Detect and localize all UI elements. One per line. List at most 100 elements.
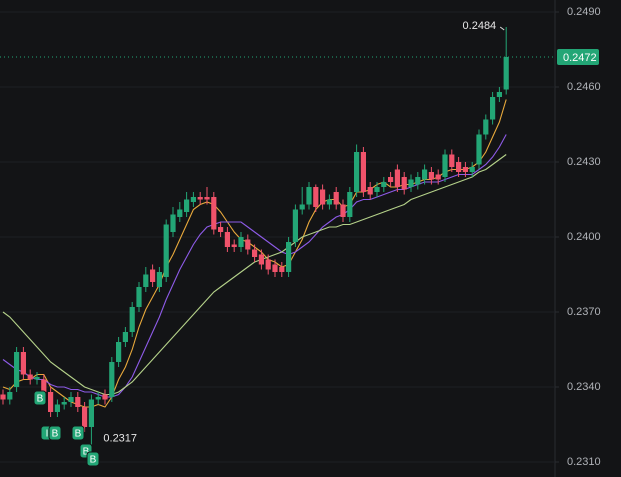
candle-body <box>394 169 400 187</box>
candle-body <box>20 352 26 375</box>
candle-body <box>483 119 489 135</box>
candle-body <box>258 254 264 265</box>
y-tick-label: 0.2400 <box>567 231 601 243</box>
trade-marker <box>33 390 47 406</box>
candle-body <box>170 214 176 232</box>
candle-body <box>34 377 40 380</box>
candle-body <box>48 392 54 412</box>
y-tick-label: 0.2430 <box>567 156 601 168</box>
candle-body <box>333 192 339 205</box>
candle-body <box>102 394 108 400</box>
y-tick-label: 0.2340 <box>567 381 601 393</box>
candle-body <box>7 392 13 400</box>
candle-body <box>272 264 278 272</box>
trade-marker-label: I <box>46 429 49 440</box>
candle-body <box>14 352 20 387</box>
candle-body <box>218 227 224 232</box>
candle-body <box>435 174 441 180</box>
candle-body <box>360 152 366 192</box>
candle-body <box>150 269 156 282</box>
trade-marker-label: B <box>75 429 82 440</box>
y-tick-label: 0.2310 <box>567 456 601 468</box>
candle-body <box>238 237 244 247</box>
candle-body <box>347 192 353 217</box>
min-label: 0.2317 <box>103 432 137 444</box>
y-tick-label: 0.2490 <box>567 6 601 18</box>
candle-body <box>252 249 258 257</box>
candle-body <box>408 179 414 187</box>
max-label: 0.2484 <box>463 20 497 32</box>
trade-marker <box>71 425 85 441</box>
moving-average-line <box>2 134 507 398</box>
candle-body <box>177 209 183 217</box>
candle-body <box>326 199 332 205</box>
candle-body <box>27 374 33 380</box>
candle-body <box>469 167 475 172</box>
trade-marker-label: B <box>83 447 90 458</box>
trade-marker <box>48 425 62 441</box>
candle-body <box>68 397 74 402</box>
candle-body <box>286 242 292 272</box>
candle-body <box>0 394 6 400</box>
candle-body <box>224 232 230 247</box>
candle-body <box>197 197 203 200</box>
candle-body <box>129 307 135 332</box>
candle-body <box>61 402 67 405</box>
last-price-label: 0.2472 <box>563 52 597 64</box>
candle-body <box>279 267 285 272</box>
candle-body <box>41 379 47 392</box>
candle-body <box>122 332 128 342</box>
candle-body <box>503 57 509 90</box>
candle-body <box>422 169 428 180</box>
candle-body <box>415 177 421 185</box>
last-price-badge <box>557 49 599 65</box>
candle-body <box>306 187 312 205</box>
candle-body <box>265 259 271 270</box>
candle-body <box>354 152 360 192</box>
candle-body <box>340 204 346 217</box>
candle-body <box>442 154 448 177</box>
candle-body <box>388 177 394 182</box>
candle-body <box>82 407 88 427</box>
max-pointer <box>499 26 505 31</box>
candle-body <box>476 134 482 165</box>
candle-body <box>109 362 115 397</box>
candle-body <box>245 239 251 250</box>
candle-body <box>54 404 60 412</box>
candle-body <box>75 397 81 407</box>
candle-body <box>449 154 455 167</box>
candle-body <box>456 162 462 172</box>
candle-body <box>381 182 387 187</box>
candle-body <box>163 224 169 277</box>
candle-body <box>320 189 326 205</box>
candle-body <box>95 397 101 400</box>
trade-marker-label: B <box>52 429 59 440</box>
candle-body <box>374 187 380 192</box>
moving-average-line <box>2 154 507 396</box>
candle-body <box>204 197 210 200</box>
candle-body <box>190 197 196 202</box>
candle-body <box>136 287 142 307</box>
candle-body <box>428 172 434 180</box>
candle-body <box>143 274 149 287</box>
y-tick-label: 0.2460 <box>567 81 601 93</box>
candle-body <box>401 177 407 190</box>
trade-marker-label: B <box>90 455 97 466</box>
candle-body <box>184 199 190 212</box>
candle-body <box>211 197 217 230</box>
candle-body <box>292 209 298 242</box>
trade-marker <box>86 451 100 467</box>
candle-body <box>490 97 496 120</box>
candle-body <box>88 399 94 427</box>
trade-marker-label: B <box>37 394 44 405</box>
candle-body <box>496 92 502 97</box>
candle-body <box>231 244 237 247</box>
candle-body <box>116 342 122 362</box>
candle-body <box>313 187 319 207</box>
y-tick-label: 0.2370 <box>567 306 601 318</box>
candle-body <box>462 167 468 172</box>
candle-body <box>367 187 373 195</box>
candle-body <box>299 204 305 210</box>
candle-body <box>156 272 162 287</box>
